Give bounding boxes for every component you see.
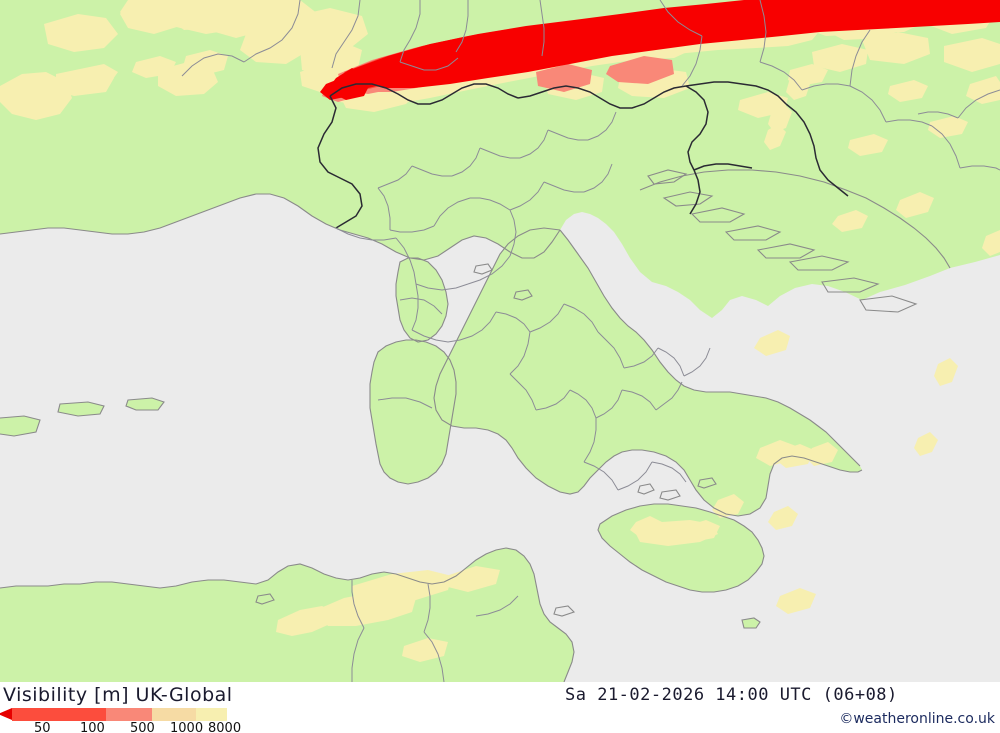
legend-segment-500	[106, 708, 152, 721]
legend-tick-8000: 8000	[208, 721, 242, 733]
legend-segment-100	[56, 708, 106, 721]
legend-segment-8000	[196, 708, 227, 721]
map-title: Visibility [m] UK-Global	[3, 684, 233, 706]
map-timestamp: Sa 21-02-2026 14:00 UTC (06+08)	[565, 685, 898, 705]
legend-segment-50	[12, 708, 56, 721]
map-footer: Visibility [m] UK-Global Sa 21-02-2026 1…	[0, 682, 1000, 733]
legend-tick-100: 100	[80, 721, 105, 733]
legend-tick-1000: 1000	[170, 721, 204, 733]
legend-tick-500: 500	[130, 721, 155, 733]
visibility-legend: 50 100 500 1000 8000	[0, 708, 272, 733]
map-canvas[interactable]	[0, 0, 1000, 682]
legend-low-arrow	[0, 708, 12, 720]
visibility-50-core	[320, 0, 1000, 100]
legend-colorbar	[0, 708, 227, 721]
legend-segment-1000	[152, 708, 196, 721]
visibility-map-svg	[0, 0, 1000, 682]
regional-border-layer	[181, 0, 1000, 682]
national-border-layer	[317, 81, 849, 229]
copyright-notice: ©weatheronline.co.uk	[839, 711, 995, 727]
legend-tick-50: 50	[34, 721, 51, 733]
